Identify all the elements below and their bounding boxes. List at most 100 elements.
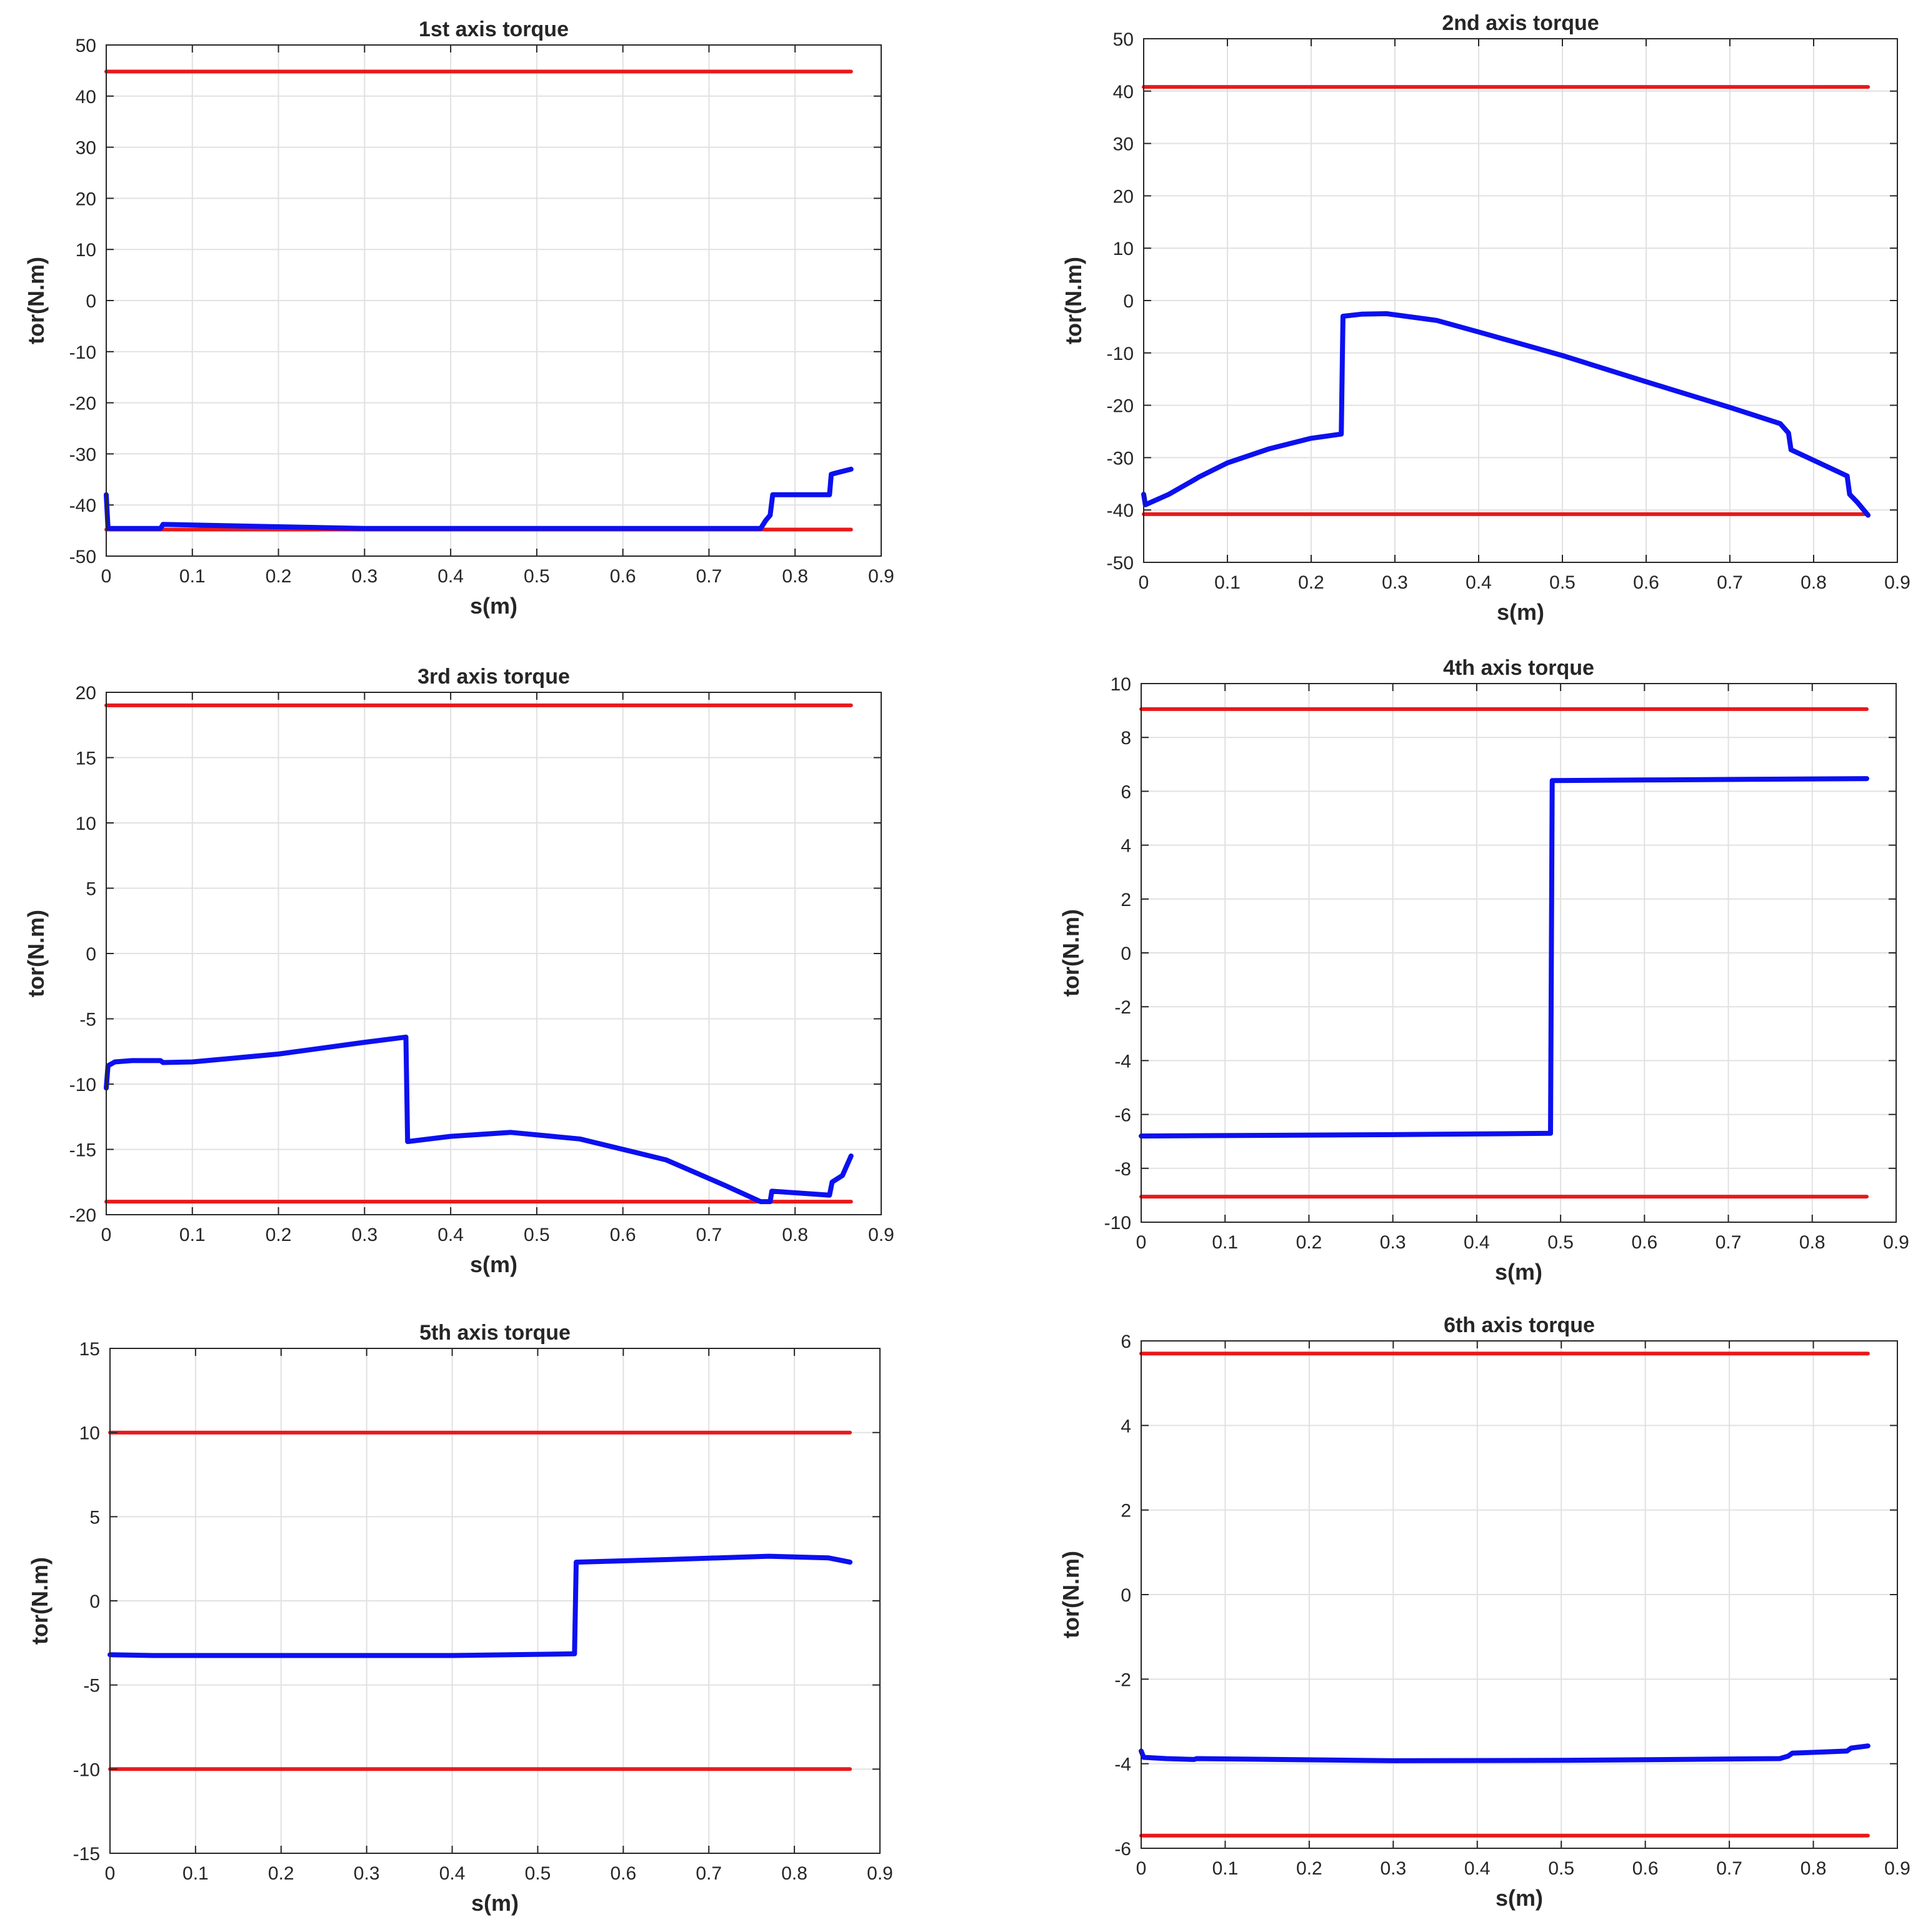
- x-axis-label: s(m): [470, 1252, 517, 1277]
- x-tick-label: 0.7: [1716, 1232, 1742, 1253]
- x-tick-label: 0.5: [1548, 1858, 1574, 1879]
- y-tick-label: -40: [69, 495, 96, 516]
- x-tick-label: 0.1: [1214, 572, 1241, 593]
- x-tick-label: 0.7: [1716, 1858, 1742, 1879]
- chart-panel-5: 0 0.1 0.2 0.3 0.4 0.5 0.6 0.7 0.8 0.9 -15 -10 -5 0 5 10…: [27, 1321, 893, 1916]
- x-tick-label: 0.3: [351, 566, 377, 587]
- x-tick-label: 0.3: [1382, 572, 1408, 593]
- y-tick-label: -50: [1107, 553, 1134, 574]
- x-tick-label: 0.2: [266, 566, 292, 587]
- y-tick-label: 6: [1121, 782, 1131, 802]
- chart-title: 3rd axis torque: [417, 665, 570, 689]
- x-tick-label: 0.2: [266, 1225, 292, 1245]
- y-tick-label: 50: [76, 36, 96, 56]
- y-tick-label: 30: [1113, 134, 1134, 155]
- x-tick-label: 0: [1136, 1858, 1147, 1879]
- x-tick-label: 0.6: [610, 566, 636, 587]
- y-axis-label: tor(N.m): [23, 257, 49, 344]
- y-tick-label: -8: [1114, 1159, 1131, 1180]
- y-tick-label: -20: [69, 1205, 96, 1226]
- x-tick-label: 0.6: [1633, 572, 1659, 593]
- x-axis-label: s(m): [1496, 1885, 1543, 1911]
- y-tick-label: 0: [86, 944, 96, 965]
- y-tick-label: -30: [69, 444, 96, 465]
- x-tick-label: 0.2: [268, 1863, 294, 1884]
- x-tick-label: 0.1: [179, 566, 206, 587]
- x-tick-label: 0: [105, 1863, 116, 1884]
- y-axis-label: tor(N.m): [1058, 1551, 1084, 1638]
- x-tick-label: 0.5: [524, 1225, 550, 1245]
- x-tick-label: 0.3: [1380, 1858, 1406, 1879]
- y-tick-label: 5: [86, 879, 96, 900]
- y-tick-label: 50: [1113, 29, 1134, 50]
- x-tick-label: 0.8: [1801, 572, 1827, 593]
- y-tick-label: 10: [76, 814, 96, 834]
- torque-series-line: [107, 1553, 853, 1658]
- chart-panel-2: 0 0.1 0.2 0.3 0.4 0.5 0.6 0.7 0.8 0.9 -50 -40 -30 -20…: [1061, 11, 1911, 625]
- x-tick-label: 0.9: [867, 1863, 893, 1884]
- x-tick-label: 0.4: [1466, 572, 1492, 593]
- x-tick-label: 0.3: [351, 1225, 377, 1245]
- y-tick-label: 20: [76, 189, 96, 209]
- x-tick-label: 0.8: [782, 1225, 808, 1245]
- y-tick-label: 0: [86, 291, 96, 312]
- chart-panel-3: 0 0.1 0.2 0.3 0.4 0.5 0.6 0.7 0.8 0.9 -20 -15 -10 -5 0…: [23, 665, 894, 1277]
- x-tick-label: 0: [1139, 572, 1149, 593]
- x-tick-label: 0.6: [1631, 1232, 1657, 1253]
- x-tick-label: 0.4: [437, 1225, 464, 1245]
- y-tick-label: 4: [1121, 1416, 1131, 1437]
- x-tick-label: 0.8: [1801, 1858, 1827, 1879]
- torque-series-line: [1139, 776, 1869, 1139]
- x-tick-label: 0.4: [437, 566, 464, 587]
- chart-title: 2nd axis torque: [1442, 11, 1599, 35]
- x-tick-label: 0.1: [182, 1863, 209, 1884]
- x-tick-label: 0: [101, 1225, 112, 1245]
- y-tick-label: -20: [69, 394, 96, 414]
- y-tick-label: -15: [69, 1140, 96, 1161]
- y-tick-label: 15: [79, 1339, 100, 1360]
- x-tick-label: 0.7: [1717, 572, 1743, 593]
- y-tick-label: -30: [1107, 448, 1134, 469]
- chart-title: 4th axis torque: [1443, 656, 1594, 680]
- torque-series-line: [104, 1034, 854, 1205]
- y-tick-label: -5: [79, 1010, 96, 1030]
- x-tick-label: 0: [101, 566, 112, 587]
- x-tick-label: 0.2: [1296, 1232, 1322, 1253]
- y-tick-label: 2: [1121, 890, 1131, 910]
- y-tick-label: 40: [1113, 82, 1134, 102]
- y-tick-label: -2: [1114, 1670, 1131, 1690]
- x-tick-label: 0.3: [354, 1863, 380, 1884]
- x-axis-label: s(m): [1495, 1259, 1542, 1285]
- x-tick-label: 0.5: [1547, 1232, 1574, 1253]
- x-axis-label: s(m): [471, 1890, 519, 1916]
- y-tick-label: 40: [76, 87, 96, 107]
- chart-title: 1st axis torque: [419, 17, 569, 41]
- x-tick-label: 0.6: [610, 1863, 636, 1884]
- chart-panel-1: 0 0.1 0.2 0.3 0.4 0.5 0.6 0.7 0.8 0.9 -50 -40 -30 -20…: [23, 17, 894, 619]
- y-tick-label: 10: [1111, 674, 1131, 695]
- x-tick-label: 0.8: [782, 566, 808, 587]
- x-tick-label: 0.7: [696, 566, 722, 587]
- x-tick-label: 0.4: [1464, 1232, 1490, 1253]
- y-tick-label: -5: [83, 1676, 100, 1696]
- x-tick-label: 0.6: [1632, 1858, 1659, 1879]
- y-tick-label: -4: [1114, 1051, 1131, 1072]
- x-tick-label: 0.4: [1464, 1858, 1491, 1879]
- torque-series-line: [1141, 311, 1871, 518]
- y-axis-label: tor(N.m): [23, 910, 49, 997]
- x-tick-label: 0.5: [525, 1863, 551, 1884]
- y-tick-label: -2: [1114, 997, 1131, 1018]
- y-tick-label: -10: [73, 1760, 100, 1780]
- y-tick-label: 0: [89, 1591, 100, 1612]
- y-axis-label: tor(N.m): [27, 1557, 52, 1645]
- x-tick-label: 0.9: [1884, 1858, 1911, 1879]
- y-tick-label: 10: [1113, 239, 1134, 259]
- x-tick-label: 0.2: [1296, 1858, 1322, 1879]
- x-tick-label: 0.1: [179, 1225, 206, 1245]
- y-tick-label: -10: [1104, 1213, 1131, 1233]
- torque-series-line: [104, 466, 854, 531]
- y-tick-label: 0: [1121, 1585, 1131, 1606]
- y-tick-label: 4: [1121, 836, 1131, 857]
- chart-title: 5th axis torque: [419, 1321, 571, 1345]
